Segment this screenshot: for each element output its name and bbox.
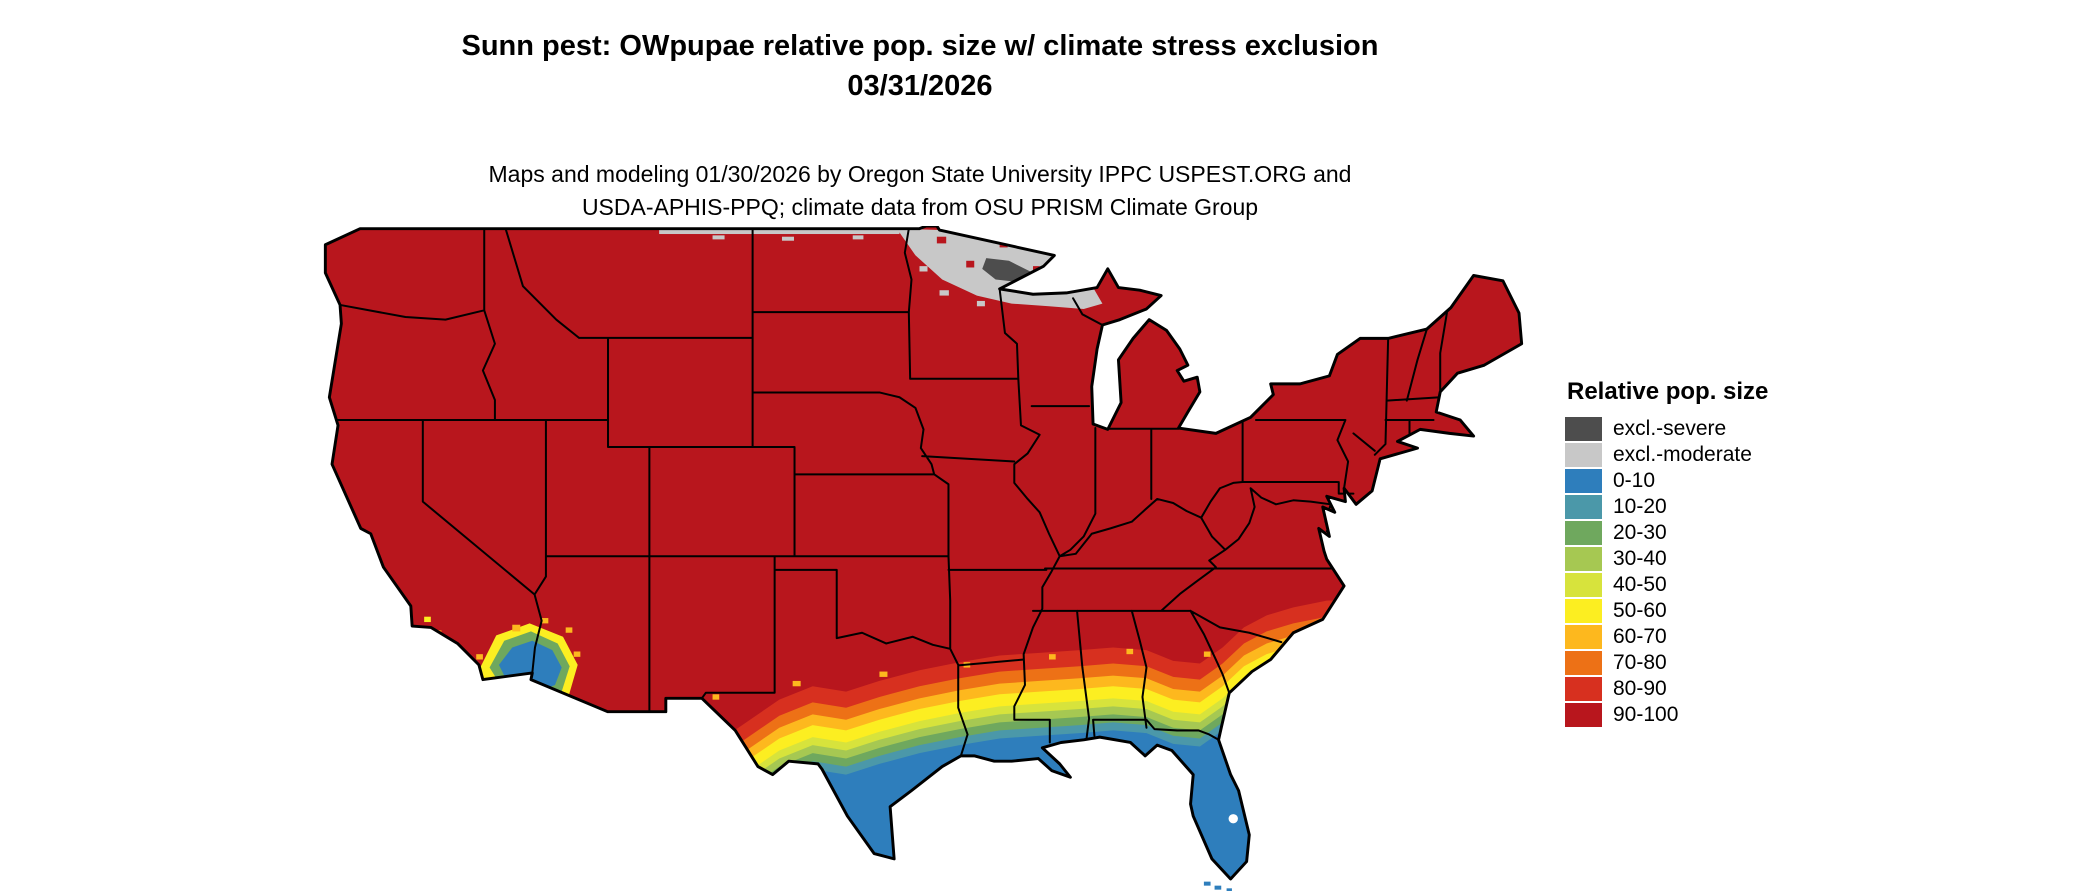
legend-swatch (1565, 599, 1602, 623)
state-borders (330, 227, 1448, 757)
legend-label: 50-60 (1613, 599, 1667, 622)
map-credit-line1: Maps and modeling 01/30/2026 by Oregon S… (488, 161, 1352, 187)
legend-item-40-50: 40-50 (1565, 572, 1905, 598)
legend-label: 30-40 (1613, 547, 1667, 570)
legend-swatch (1565, 625, 1602, 649)
conus-map-svg (323, 224, 1524, 891)
legend-label: 0-10 (1613, 469, 1656, 492)
legend-swatch (1565, 417, 1602, 441)
legend-swatch (1565, 677, 1602, 701)
map-title-block: Sunn pest: OWpupae relative pop. size w/… (0, 26, 1840, 106)
legend-item-0-10: 0-10 (1565, 468, 1905, 494)
legend-label: 80-90 (1613, 677, 1667, 700)
legend-item-90-100: 90-100 (1565, 702, 1905, 728)
map-credit-line2: USDA-APHIS-PPQ; climate data from OSU PR… (581, 194, 1259, 220)
legend-swatch (1565, 573, 1602, 597)
legend-swatch (1565, 495, 1602, 519)
legend-swatch (1565, 521, 1602, 545)
legend-label: excl.-severe (1613, 417, 1727, 440)
legend-title: Relative pop. size (1567, 378, 1769, 405)
legend-item-80-90: 80-90 (1565, 676, 1905, 702)
map-date: 03/31/2026 (847, 70, 993, 102)
legend-swatch (1565, 703, 1602, 727)
legend-swatch (1565, 547, 1602, 571)
legend-swatch (1565, 651, 1602, 675)
excl-severe-region (982, 258, 1031, 283)
legend-label: 10-20 (1613, 495, 1667, 518)
legend-item-excl-severe: excl.-severe (1565, 416, 1905, 442)
conus-map (312, 224, 1527, 891)
lake-okeechobee (1228, 814, 1238, 824)
map-subtitle-block: Maps and modeling 01/30/2026 by Oregon S… (0, 158, 1840, 224)
legend-swatch (1565, 443, 1602, 467)
legend-swatch (1565, 469, 1602, 493)
legend-item-70-80: 70-80 (1565, 650, 1905, 676)
legend-label: excl.-moderate (1613, 443, 1752, 466)
florida-keys-dots (1203, 881, 1232, 891)
arizona-amber-speckles (476, 618, 581, 660)
map-legend: Relative pop. size excl.-severe excl.-mo… (1565, 378, 1905, 728)
legend-label: 90-100 (1613, 703, 1679, 726)
legend-item-20-30: 20-30 (1565, 520, 1905, 546)
legend-label: 20-30 (1613, 521, 1667, 544)
legend-label: 70-80 (1613, 651, 1667, 674)
legend-item-60-70: 60-70 (1565, 624, 1905, 650)
legend-label: 60-70 (1613, 625, 1667, 648)
legend-item-10-20: 10-20 (1565, 494, 1905, 520)
legend-item-30-40: 30-40 (1565, 546, 1905, 572)
legend-item-50-60: 50-60 (1565, 598, 1905, 624)
legend-item-excl-moderate: excl.-moderate (1565, 442, 1905, 468)
legend-label: 40-50 (1613, 573, 1667, 596)
map-title: Sunn pest: OWpupae relative pop. size w/… (461, 30, 1379, 62)
